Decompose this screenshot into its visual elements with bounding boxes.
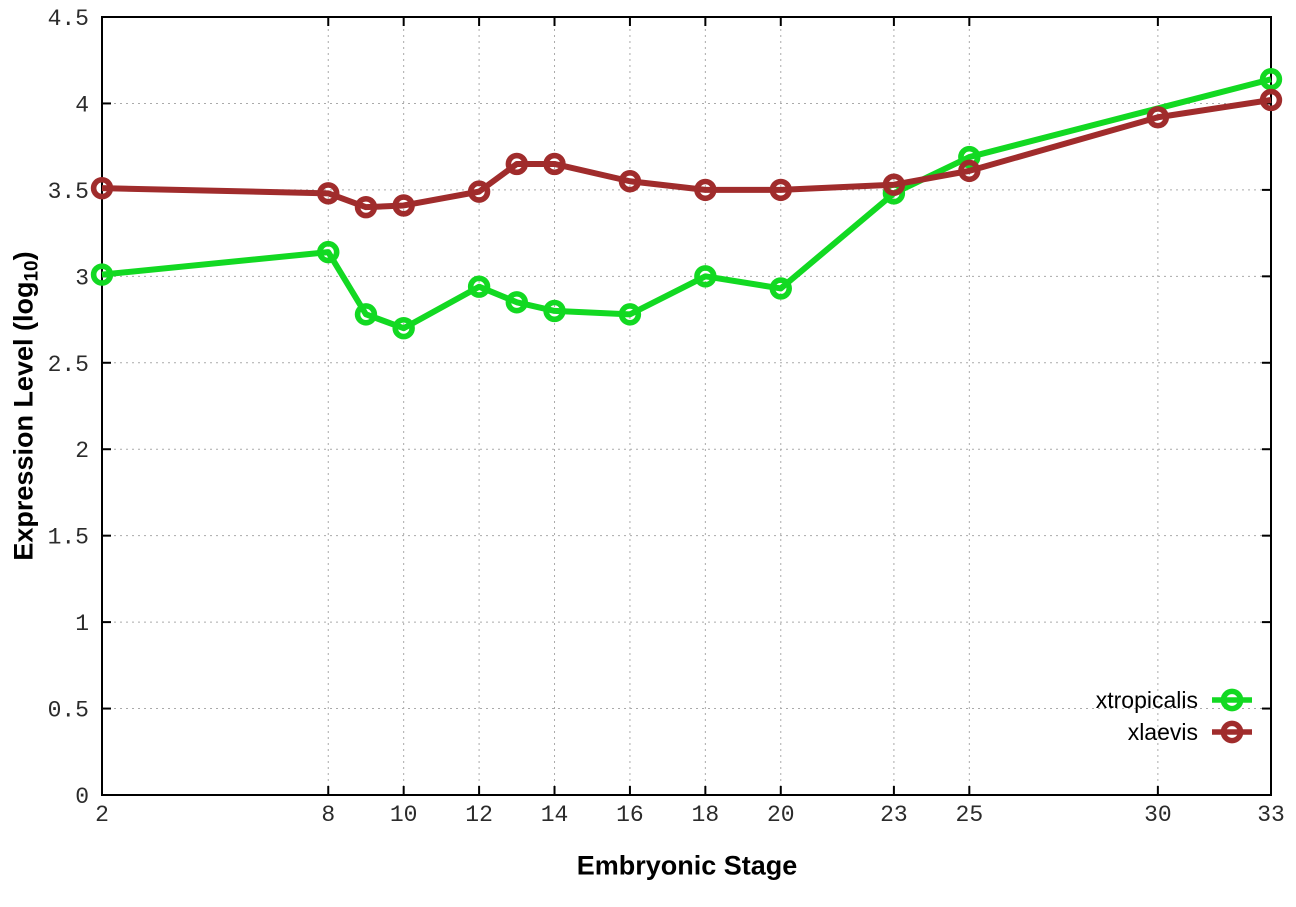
xtropicalis-point-marker bbox=[392, 317, 415, 340]
xlaevis-line-marker-icon bbox=[1212, 720, 1252, 744]
y-tick-label: 2 bbox=[75, 438, 89, 464]
xtropicalis-point-marker bbox=[769, 277, 792, 300]
xtropicalis-point-marker bbox=[90, 263, 114, 286]
legend-label-xlaevis: xlaevis bbox=[1127, 718, 1198, 745]
xtropicalis-point-marker bbox=[543, 299, 566, 323]
series-xlaevis bbox=[90, 88, 1283, 219]
y-tick-label: 0 bbox=[75, 784, 89, 810]
legend-label-xtropicalis: xtropicalis bbox=[1095, 686, 1198, 713]
y-axis-title-suffix: ) bbox=[8, 251, 39, 261]
y-tick-label: 4.5 bbox=[48, 6, 89, 32]
series-xtropicalis bbox=[90, 68, 1283, 340]
xtropicalis-point-marker bbox=[958, 145, 981, 169]
y-tick-label: 2.5 bbox=[48, 352, 89, 378]
x-tick-label: 12 bbox=[465, 802, 493, 828]
y-tick-label: 3.5 bbox=[48, 179, 89, 205]
x-tick-label: 8 bbox=[321, 802, 335, 828]
xlaevis-point-marker bbox=[354, 195, 378, 219]
xlaevis-point-marker bbox=[958, 159, 981, 183]
x-tick-label: 33 bbox=[1257, 802, 1285, 828]
legend-item-xlaevis: xlaevis bbox=[1128, 716, 1254, 748]
plot-border bbox=[101, 16, 1272, 796]
y-tick-label: 1 bbox=[75, 611, 89, 637]
xlaevis-point-marker bbox=[1259, 88, 1283, 112]
xlaevis-point-marker bbox=[505, 152, 529, 176]
legend-item-xtropicalis: xtropicalis bbox=[1096, 684, 1254, 716]
xlaevis-point-marker bbox=[543, 152, 566, 176]
xtropicalis-point-marker bbox=[694, 265, 717, 288]
xtropicalis-line-marker-icon bbox=[1212, 688, 1252, 712]
x-tick-label: 2 bbox=[95, 802, 109, 828]
x-tick-label: 10 bbox=[390, 802, 418, 828]
y-axis-title: Expression Level (log10) bbox=[9, 251, 44, 560]
x-tick-label: 16 bbox=[616, 802, 644, 828]
xlaevis-point-marker bbox=[618, 170, 642, 193]
xtropicalis-point-marker bbox=[1259, 68, 1283, 91]
xtropicalis-point-marker bbox=[317, 240, 340, 264]
xlaevis-point-marker bbox=[90, 176, 114, 200]
xlaevis-point-marker bbox=[317, 182, 340, 205]
y-axis-title-text: Expression Level (log bbox=[8, 281, 39, 561]
x-tick-label: 20 bbox=[767, 802, 795, 828]
x-tick-label: 25 bbox=[956, 802, 984, 828]
y-tick-label: 1.5 bbox=[48, 525, 89, 551]
y-axis-title-subscript: 10 bbox=[21, 260, 43, 282]
xtropicalis-point-marker bbox=[354, 303, 378, 326]
tick-labels: 2 8 10 12 14 16 18 20 23 25 30 33 0 0.5 1 1.5 2 2.5 3 3.5 4 4… bbox=[48, 6, 1285, 828]
xtropicalis-line bbox=[101, 76, 1272, 332]
xlaevis-point-marker bbox=[1146, 106, 1170, 129]
xlaevis-point-marker bbox=[882, 173, 906, 196]
xlaevis-point-marker bbox=[694, 178, 717, 202]
xtropicalis-point-marker bbox=[618, 303, 642, 326]
y-tick-label: 3 bbox=[75, 265, 89, 291]
xlaevis-point-marker bbox=[392, 194, 415, 217]
x-tick-label: 30 bbox=[1144, 802, 1172, 828]
y-tick-label: 0.5 bbox=[48, 698, 89, 724]
x-tick-label: 18 bbox=[692, 802, 720, 828]
x-tick-label: 23 bbox=[880, 802, 908, 828]
xtropicalis-point-marker bbox=[467, 275, 491, 298]
xlaevis-point-marker bbox=[769, 178, 792, 202]
y-tick-label: 4 bbox=[75, 92, 89, 118]
x-tick-label: 14 bbox=[541, 802, 569, 828]
xlaevis-line bbox=[101, 97, 1272, 211]
xtropicalis-point-marker bbox=[505, 291, 529, 314]
x-axis-title: Embryonic Stage bbox=[576, 850, 798, 881]
legend: xtropicalis xlaevis bbox=[1096, 684, 1254, 748]
xlaevis-point-marker bbox=[467, 180, 491, 203]
